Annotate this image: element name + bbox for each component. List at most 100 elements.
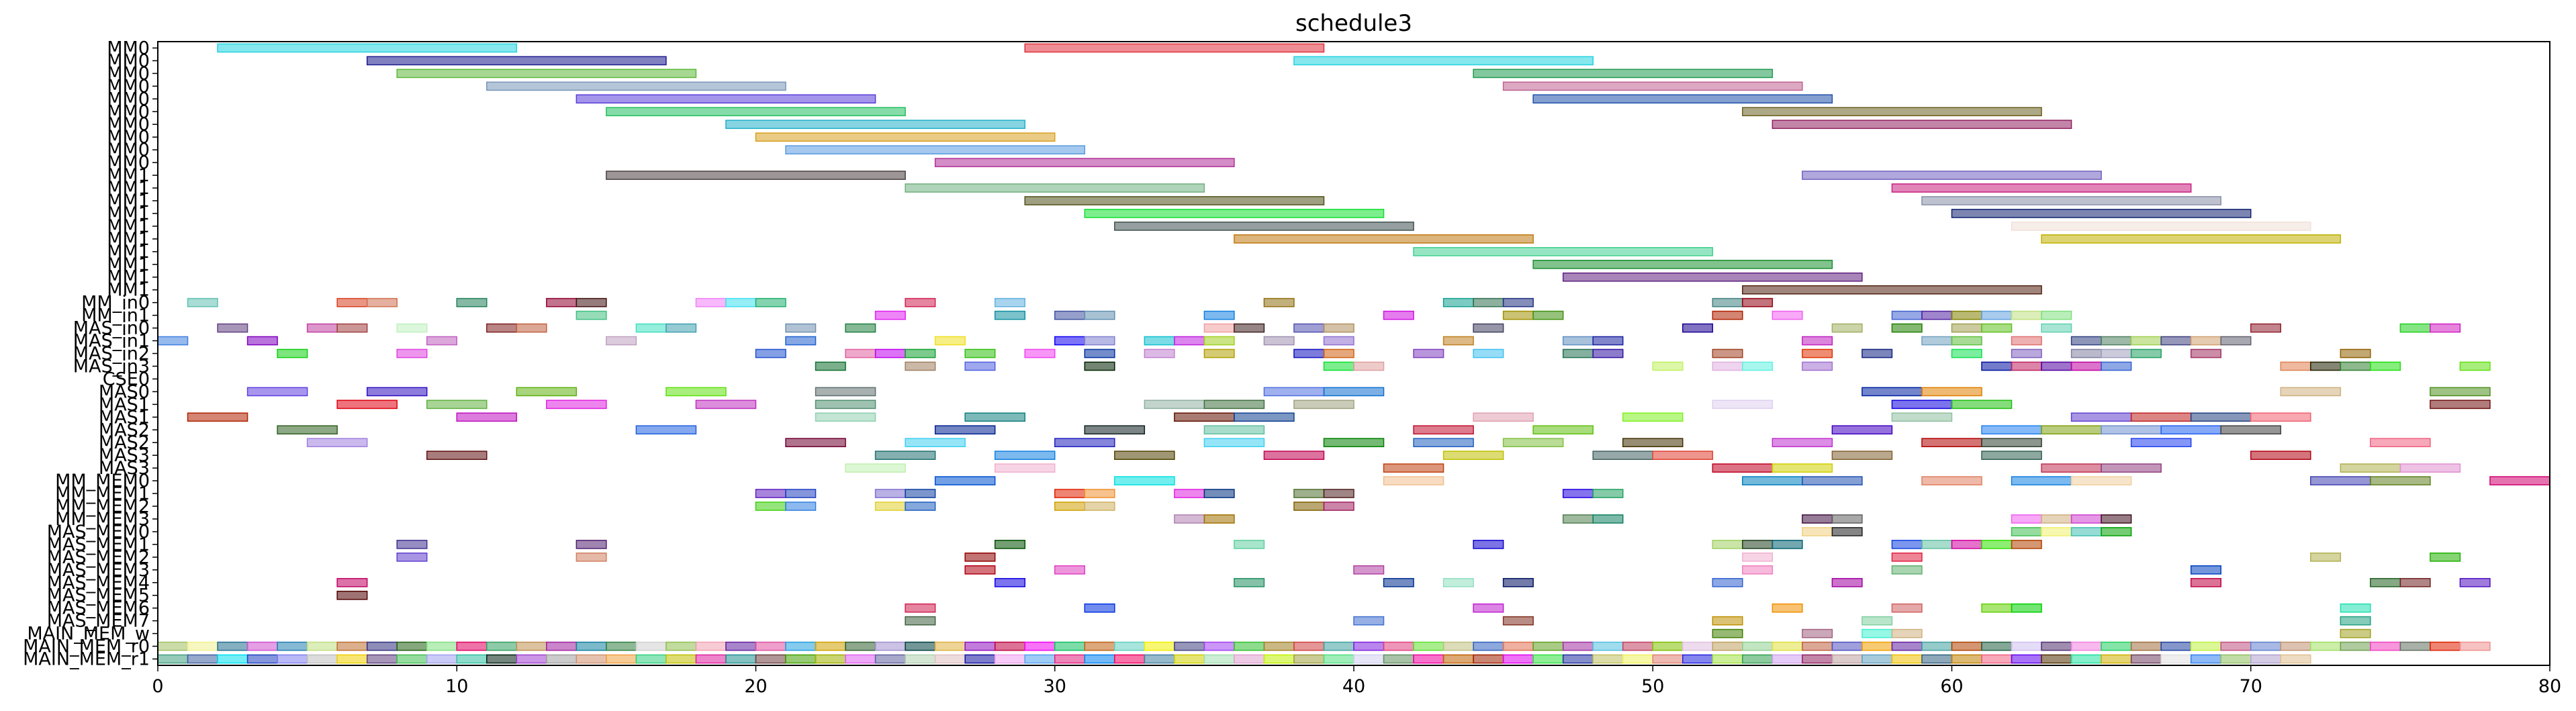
gantt-bar	[1712, 616, 1743, 626]
gantt-bar	[1981, 323, 2013, 333]
gantt-bar	[1473, 412, 1534, 422]
gantt-bar	[1234, 234, 1534, 244]
gantt-bar	[1772, 120, 2072, 130]
x-tick-label: 20	[744, 676, 767, 697]
gantt-bar	[1114, 654, 1146, 664]
gantt-bar	[1921, 540, 1953, 549]
gantt-bar	[2459, 361, 2491, 371]
gantt-bar	[964, 654, 996, 664]
gantt-bar	[1712, 399, 1774, 410]
y-tick-label: MM_MEM1	[55, 483, 150, 504]
gantt-bar	[1921, 654, 1953, 664]
gantt-bar	[1084, 641, 1115, 651]
gantt-bar	[1742, 285, 2042, 295]
gantt-bar	[2310, 641, 2342, 651]
gantt-bar	[246, 336, 278, 346]
gantt-bar	[2130, 438, 2192, 448]
gantt-bar	[1652, 654, 1684, 664]
gantt-bar	[905, 654, 936, 664]
gantt-bar	[1502, 577, 1534, 587]
gantt-bar	[246, 387, 308, 397]
gantt-bar	[1772, 540, 1803, 549]
gantt-bar	[1802, 476, 1863, 485]
gantt-bar	[1951, 348, 1982, 359]
gantt-bar	[1024, 641, 1056, 651]
x-tick-label: 10	[445, 676, 468, 697]
gantt-bar	[1234, 577, 1265, 587]
gantt-bar	[1084, 310, 1115, 320]
gantt-bar	[426, 336, 457, 346]
gantt-bar	[905, 603, 936, 613]
gantt-bar	[1831, 323, 1863, 333]
y-tick-label: MM0	[107, 101, 150, 122]
y-tick-label: MAS1	[99, 407, 150, 428]
gantt-bar	[785, 336, 817, 346]
gantt-bar	[1562, 336, 1594, 346]
gantt-bar	[2041, 514, 2072, 524]
gantt-bar	[815, 387, 876, 397]
gantt-bar	[1712, 628, 1743, 638]
gantt-bar	[994, 577, 1025, 587]
gantt-bar	[1084, 361, 1115, 371]
gantt-bar	[1562, 514, 1594, 524]
gantt-bar	[1323, 323, 1354, 333]
gantt-bar	[1473, 68, 1774, 79]
gantt-bar	[1712, 641, 1743, 651]
gantt-bar	[1562, 641, 1594, 651]
gantt-bar	[1353, 361, 1385, 371]
gantt-bar	[1144, 641, 1175, 651]
y-tick-label: MM_in0	[81, 293, 150, 314]
gantt-bar	[2011, 603, 2042, 613]
gantt-bar	[2011, 476, 2072, 485]
gantt-bar	[2340, 463, 2401, 473]
gantt-bar	[1562, 654, 1594, 664]
gantt-bar	[725, 654, 757, 664]
gantt-bar	[1712, 577, 1743, 587]
gantt-bar	[1891, 628, 1923, 638]
gantt-bar	[785, 654, 817, 664]
y-tick-label: MAS_in1	[73, 331, 150, 352]
gantt-bar	[1652, 451, 1714, 460]
gantt-bar	[2011, 361, 2042, 371]
gantt-bar	[2190, 336, 2221, 346]
gantt-bar	[2280, 387, 2342, 397]
gantt-bar	[2370, 361, 2401, 371]
gantt-bar	[1323, 641, 1354, 651]
gantt-bar	[845, 348, 876, 359]
gantt-bar	[2310, 361, 2342, 371]
gantt-bar	[934, 158, 1235, 167]
gantt-bar	[2130, 641, 2162, 651]
gantt-bar	[1203, 425, 1265, 435]
gantt-bar	[336, 654, 368, 664]
gantt-bar	[2370, 641, 2401, 651]
gantt-bar	[874, 502, 906, 511]
gantt-bar	[785, 323, 817, 333]
gantt-bar	[2399, 577, 2431, 587]
gantt-bar	[1981, 641, 2013, 651]
gantt-bar	[2250, 323, 2282, 333]
gantt-bar	[1802, 628, 1833, 638]
gantt-bar	[665, 654, 697, 664]
gantt-bar	[1442, 336, 1474, 346]
y-tick-label: CSE0	[103, 369, 150, 389]
gantt-bar	[2041, 234, 2342, 244]
gantt-bar	[1323, 361, 1354, 371]
gantt-bar	[486, 81, 786, 91]
gantt-bar	[2430, 323, 2461, 333]
gantt-bar	[905, 438, 966, 448]
y-tick-label: MAS1	[99, 394, 150, 415]
gantt-bar	[187, 297, 218, 307]
y-tick-label: MM1	[107, 191, 150, 211]
gantt-bar	[785, 489, 817, 498]
gantt-bar	[994, 463, 1056, 473]
gantt-bar	[1921, 476, 1982, 485]
gantt-bar	[1174, 412, 1235, 422]
gantt-bar	[1742, 476, 1803, 485]
y-tick-label: MAS_MEM5	[47, 585, 150, 606]
gantt-bar	[306, 323, 338, 333]
x-tick-label: 60	[1940, 676, 1963, 697]
gantt-bar	[306, 641, 338, 651]
gantt-bar	[994, 451, 1056, 460]
gantt-bar	[2250, 451, 2311, 460]
gantt-bar	[905, 502, 936, 511]
